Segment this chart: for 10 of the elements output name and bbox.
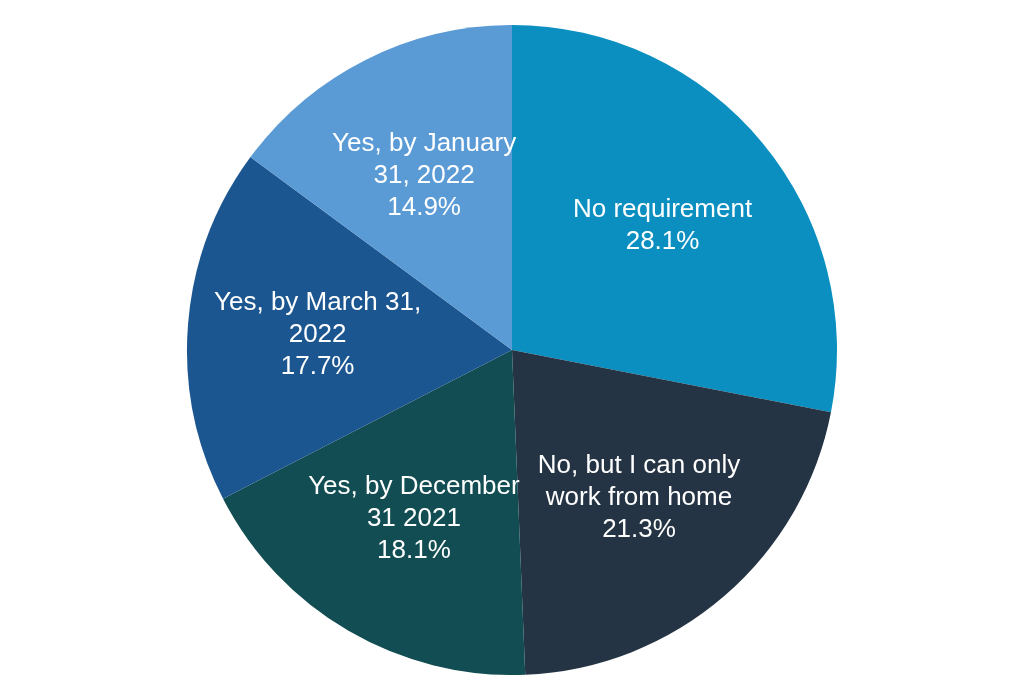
slice-label: Yes, by March 31, 2022 bbox=[214, 285, 422, 348]
slice-label: No, but I can only work from home bbox=[537, 449, 741, 512]
slice-label: No requirement bbox=[572, 193, 753, 224]
data-label: 18.1% bbox=[377, 533, 451, 564]
slice-label: Yes, by December 31 2021 bbox=[308, 469, 520, 532]
data-label: 21.3% bbox=[602, 513, 676, 544]
data-label: 17.7% bbox=[280, 349, 355, 380]
data-label: 28.1% bbox=[625, 225, 700, 256]
slice-label: Yes, by January 31, 2022 bbox=[332, 127, 517, 190]
data-label: 14.9% bbox=[387, 191, 461, 222]
